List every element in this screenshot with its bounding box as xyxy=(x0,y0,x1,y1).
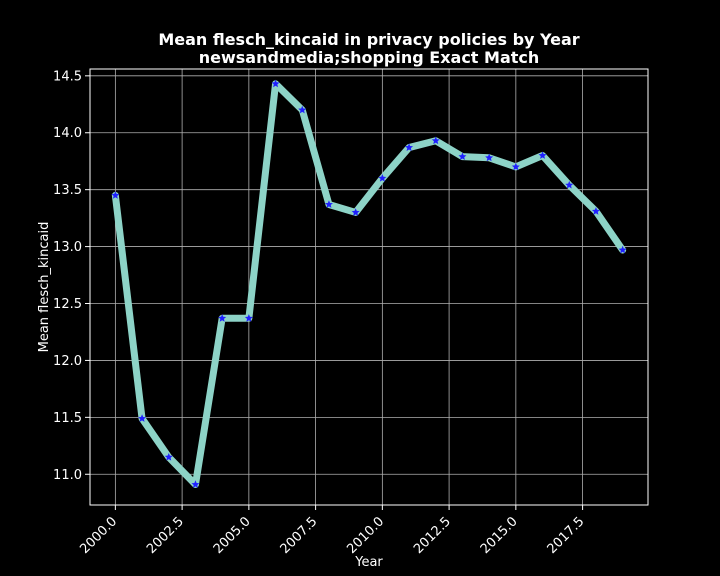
data-point-marker xyxy=(298,105,307,114)
y-axis: 11.0 11.5 12.0 12.5 13.0 13.5 14.0 14.5 xyxy=(53,69,90,483)
x-tick-label: 2000.0 xyxy=(77,514,120,557)
data-point-marker xyxy=(271,79,280,88)
y-tick-label: 13.5 xyxy=(53,183,82,198)
data-point-marker xyxy=(618,245,627,254)
grid xyxy=(90,69,648,505)
y-tick-label: 13.0 xyxy=(53,240,82,255)
data-point-marker xyxy=(164,452,173,461)
x-tick-label: 2007.5 xyxy=(278,514,321,557)
data-point-marker xyxy=(458,152,467,161)
data-point-marker xyxy=(111,191,120,199)
x-tick-label: 2015.0 xyxy=(478,514,521,557)
y-tick-label: 12.0 xyxy=(53,354,82,369)
data-point-marker xyxy=(218,314,227,322)
y-axis-label: Mean flesch_kincaid xyxy=(37,222,52,353)
y-tick-label: 14.5 xyxy=(53,69,82,84)
x-axis: 2000.0 2002.5 2005.0 2007.5 2010.0 2012.5 2015… xyxy=(77,505,587,557)
data-point-marker xyxy=(511,162,520,171)
data-point-marker xyxy=(591,207,600,215)
data-point-marker xyxy=(565,180,574,189)
series-line xyxy=(111,80,627,489)
x-tick-label: 2002.5 xyxy=(144,514,187,557)
series-markers xyxy=(111,79,627,488)
y-tick-label: 12.5 xyxy=(53,297,82,312)
chart-title-line1: Mean flesch_kincaid in privacy policies … xyxy=(158,30,579,49)
x-tick-label: 2010.0 xyxy=(344,514,387,557)
data-point-marker xyxy=(191,480,200,488)
data-point-marker xyxy=(324,200,333,208)
data-point-marker xyxy=(351,208,360,216)
y-tick-label: 14.0 xyxy=(53,126,82,141)
data-point-marker xyxy=(538,151,547,159)
x-axis-label: Year xyxy=(354,555,383,570)
data-point-marker xyxy=(405,143,414,151)
x-tick-label: 2017.5 xyxy=(545,514,588,557)
y-tick-label: 11.0 xyxy=(53,468,82,483)
y-tick-label: 11.5 xyxy=(53,411,82,426)
plot-frame xyxy=(89,68,649,506)
data-point-marker xyxy=(378,174,387,182)
x-tick-label: 2012.5 xyxy=(411,514,454,557)
data-point-marker xyxy=(485,153,494,162)
data-point-marker xyxy=(431,136,440,145)
data-point-marker xyxy=(138,414,147,422)
x-tick-label: 2005.0 xyxy=(211,514,254,557)
series-line-path xyxy=(111,80,627,489)
data-point-marker xyxy=(244,314,253,322)
chart-title-line2: newsandmedia;shopping Exact Match xyxy=(199,48,540,67)
